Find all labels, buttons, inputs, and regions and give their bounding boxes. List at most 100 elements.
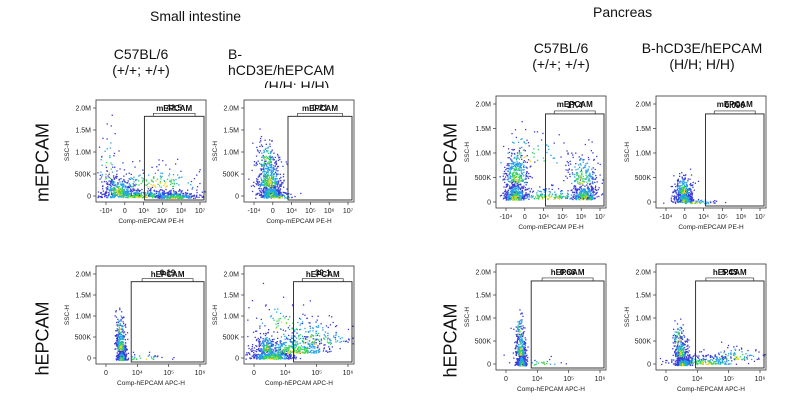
- scatter-point: [524, 197, 526, 200]
- scatter-point: [190, 193, 192, 195]
- scatter-point: [278, 356, 280, 358]
- scatter-point: [169, 193, 171, 196]
- scatter-point: [320, 340, 323, 342]
- scatter-point: [255, 182, 257, 185]
- scatter-point: [264, 305, 267, 307]
- scatter-point: [513, 195, 516, 197]
- scatter-point: [119, 168, 121, 170]
- scatter-point: [512, 190, 514, 192]
- scatter-point: [586, 195, 588, 197]
- scatter-point: [118, 196, 120, 198]
- scatter-point: [118, 324, 120, 326]
- scatter-point: [105, 177, 107, 180]
- scatter-point: [588, 178, 591, 180]
- genotype-alleles: (+/+; +/+): [532, 56, 590, 73]
- scatter-point: [277, 165, 279, 168]
- scatter-point: [259, 340, 261, 343]
- scatter-point: [270, 171, 272, 173]
- scatter-point: [299, 352, 301, 354]
- scatter-point: [278, 157, 280, 159]
- scatter-point: [265, 350, 267, 352]
- scatter-point: [110, 196, 112, 199]
- scatter-point: [125, 194, 127, 196]
- scatter-point: [270, 158, 272, 160]
- scatter-point: [156, 356, 158, 358]
- scatter-point: [265, 347, 267, 349]
- scatter-point: [282, 349, 284, 352]
- scatter-point: [294, 329, 296, 331]
- scatter-point: [117, 339, 120, 341]
- scatter-point: [512, 165, 515, 168]
- scatter-point: [304, 327, 306, 330]
- scatter-point: [127, 352, 130, 354]
- scatter-point: [118, 179, 120, 181]
- scatter-point: [591, 189, 593, 191]
- scatter-point: [270, 197, 272, 199]
- scatter-point: [592, 188, 595, 190]
- scatter-point: [326, 339, 329, 341]
- y-tick-label: 0: [87, 356, 91, 363]
- scatter-point: [127, 194, 130, 196]
- scatter-point: [281, 354, 283, 356]
- x-tick-label: -10⁴: [499, 214, 512, 221]
- scatter-point: [265, 356, 267, 358]
- scatter-point: [264, 192, 266, 194]
- scatter-point: [161, 175, 163, 178]
- scatter-point: [122, 185, 124, 187]
- scatter-point: [285, 356, 288, 359]
- scatter-point: [146, 186, 149, 188]
- scatter-point: [269, 169, 271, 171]
- scatter-point: [289, 357, 292, 359]
- scatter-point: [523, 194, 526, 196]
- scatter-point: [513, 177, 516, 179]
- scatter-point: [514, 196, 516, 199]
- scatter-point: [514, 163, 516, 165]
- scatter-point: [268, 195, 270, 198]
- scatter-point: [270, 163, 272, 166]
- scatter-point: [154, 355, 156, 357]
- scatter-point: [278, 190, 281, 193]
- scatter-point: [306, 348, 308, 350]
- scatter-point: [124, 181, 126, 183]
- scatter-point: [505, 193, 507, 196]
- scatter-point: [285, 346, 287, 349]
- scatter-point: [269, 196, 271, 198]
- scatter-point: [288, 347, 290, 349]
- scatter-point: [288, 347, 291, 349]
- scatter-point: [120, 318, 123, 320]
- scatter-point: [308, 344, 311, 346]
- scatter-point: [289, 345, 291, 347]
- scatter-point: [323, 337, 325, 339]
- scatter-point: [507, 167, 509, 170]
- scatter-point: [248, 347, 250, 350]
- scatter-point: [259, 145, 261, 148]
- scatter-point: [517, 185, 520, 187]
- scatter-point: [175, 163, 177, 165]
- scatter-point: [513, 191, 515, 193]
- scatter-point: [276, 193, 278, 195]
- scatter-point: [136, 179, 138, 181]
- scatter-point: [120, 183, 122, 185]
- scatter-point: [582, 195, 584, 198]
- scatter-point: [253, 347, 256, 349]
- scatter-point: [528, 175, 530, 178]
- scatter-point: [506, 163, 509, 165]
- scatter-point: [144, 194, 147, 196]
- scatter-point: [512, 167, 514, 170]
- scatter-point: [318, 348, 321, 350]
- scatter-point: [527, 196, 529, 198]
- scatter-point: [159, 190, 161, 192]
- scatter-point: [508, 195, 510, 197]
- scatter-point: [513, 178, 515, 180]
- scatter-point: [599, 174, 601, 176]
- scatter-point: [123, 335, 126, 337]
- scatter-point: [522, 197, 524, 199]
- scatter-point: [267, 170, 269, 172]
- scatter-point: [257, 353, 259, 356]
- scatter-point: [269, 160, 271, 162]
- scatter-point: [195, 195, 198, 198]
- scatter-point: [588, 158, 590, 161]
- scatter-point: [122, 191, 124, 193]
- scatter-point: [508, 187, 510, 190]
- scatter-point: [288, 193, 290, 195]
